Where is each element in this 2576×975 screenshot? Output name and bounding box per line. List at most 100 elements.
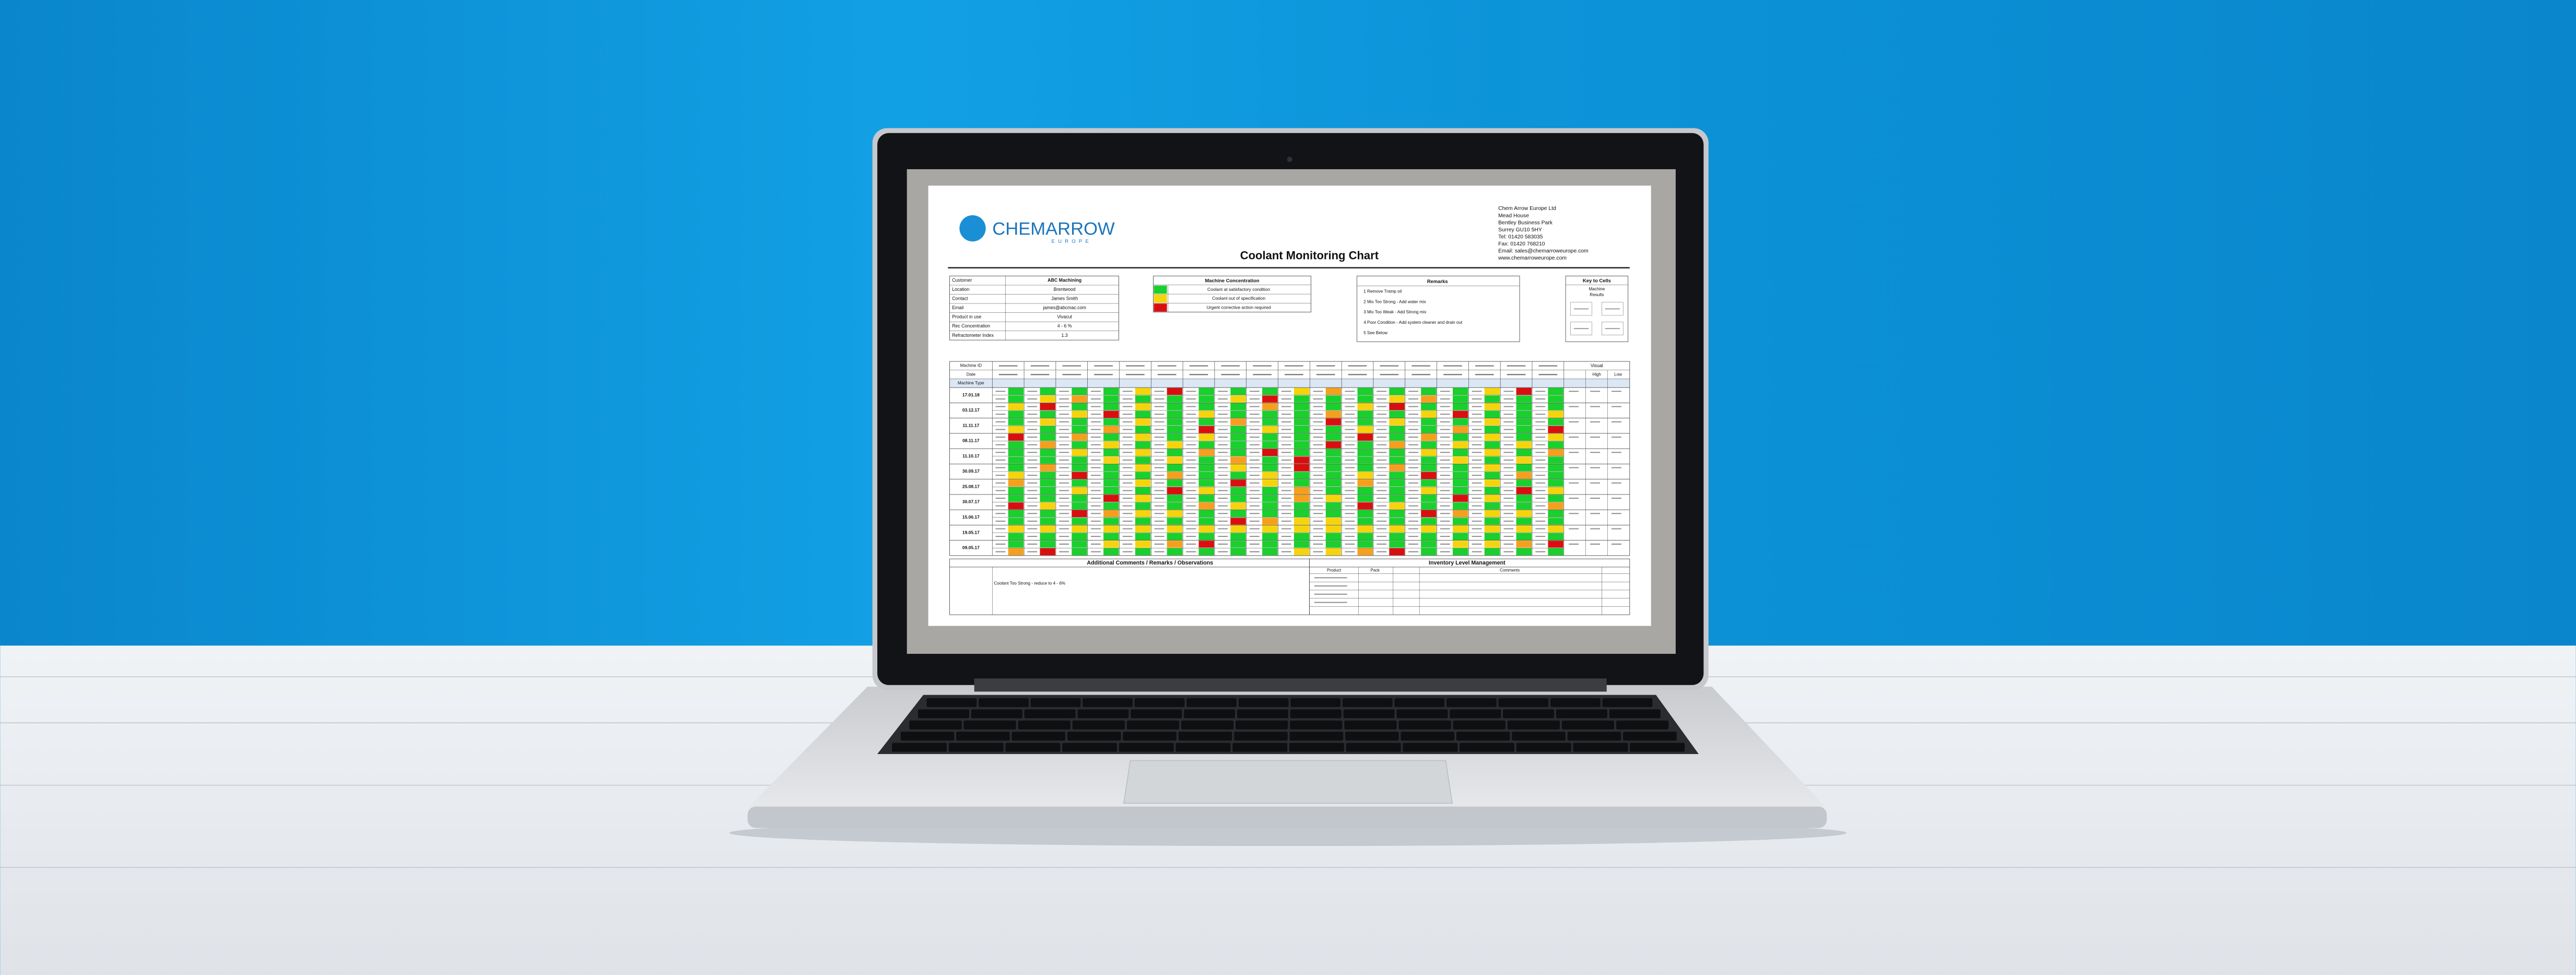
sheet-title: Coolant Monitoring Chart	[1240, 249, 1379, 262]
status-cell	[1293, 387, 1310, 395]
comments-title: Additional Comments / Remarks / Observat…	[1087, 560, 1213, 566]
status-cell	[1484, 518, 1500, 525]
status-cell	[1040, 487, 1055, 495]
status-cell	[1452, 456, 1468, 464]
status-cell	[1040, 472, 1055, 479]
status-cell	[1040, 456, 1055, 464]
status-cell	[1357, 533, 1373, 541]
concentration-row: Coolant at satisfactory condition	[1207, 287, 1271, 292]
status-cell	[1135, 525, 1151, 533]
status-cell	[1103, 518, 1119, 525]
status-cell	[1230, 418, 1246, 426]
status-cell	[1516, 479, 1532, 487]
status-cell	[1103, 495, 1119, 502]
status-cell	[1389, 456, 1405, 464]
status-cell	[1484, 525, 1500, 533]
key-item: Machine	[1589, 287, 1605, 291]
status-cell	[1421, 418, 1437, 426]
status-cell	[1452, 518, 1468, 525]
customer-label: Product in use	[952, 314, 981, 320]
status-cell	[1421, 495, 1437, 502]
key	[909, 720, 962, 730]
key	[1561, 720, 1615, 730]
status-cell	[1484, 395, 1500, 403]
address-line: Mead House	[1498, 213, 1529, 219]
status-cell	[1072, 472, 1087, 479]
status-cell	[1389, 548, 1405, 556]
status-cell	[1103, 456, 1119, 464]
customer-value: 4 - 6 %	[1057, 323, 1072, 328]
table-header: Date	[967, 372, 976, 377]
status-cell	[1357, 464, 1373, 472]
status-cell	[1072, 418, 1087, 426]
status-cell	[1198, 548, 1214, 556]
status-cell	[1230, 479, 1246, 487]
status-cell	[1262, 403, 1278, 410]
status-cell	[1230, 533, 1246, 541]
status-cell	[1389, 418, 1405, 426]
status-cell	[1040, 464, 1055, 472]
status-cell	[1040, 403, 1055, 410]
date: 11.11.17	[962, 422, 979, 428]
key	[1450, 709, 1501, 719]
status-cell	[1103, 533, 1119, 541]
status-cell	[1040, 510, 1055, 518]
status-cell	[1103, 525, 1119, 533]
status-cell	[1357, 502, 1373, 510]
status-cell	[1230, 403, 1246, 410]
status-cell	[1516, 464, 1532, 472]
status-cell	[1072, 426, 1087, 433]
key	[1290, 709, 1342, 719]
status-cell	[1167, 441, 1183, 449]
box	[949, 276, 1119, 340]
status-cell	[1230, 525, 1246, 533]
status-cell	[1452, 441, 1468, 449]
status-cell	[1072, 525, 1087, 533]
status-cell	[1198, 510, 1214, 518]
status-cell	[1072, 502, 1087, 510]
status-cell	[1072, 541, 1087, 548]
status-cell	[1167, 541, 1183, 548]
low-header: Low	[1614, 372, 1622, 377]
status-cell	[1516, 533, 1532, 541]
status-cell	[1293, 403, 1310, 410]
status-cell	[1198, 426, 1214, 433]
customer-label: Email	[952, 305, 963, 310]
status-cell	[1008, 410, 1024, 418]
status-cell	[1421, 472, 1437, 479]
status-cell	[1293, 449, 1310, 456]
status-cell	[1516, 433, 1532, 441]
status-cell	[1135, 395, 1151, 403]
status-cell	[1135, 410, 1151, 418]
status-cell	[1167, 464, 1183, 472]
box	[1309, 558, 1630, 615]
status-cell	[1516, 487, 1532, 495]
status-cell	[1103, 403, 1119, 410]
status-cell	[1357, 541, 1373, 548]
status-cell	[1452, 395, 1468, 403]
status-cell	[1167, 487, 1183, 495]
status-cell	[1516, 449, 1532, 456]
key	[1516, 743, 1571, 752]
status-cell	[1040, 525, 1055, 533]
date: 19.05.17	[962, 530, 980, 535]
status-cell	[1325, 487, 1342, 495]
key	[1234, 732, 1288, 741]
status-cell	[1262, 410, 1278, 418]
status-cell	[1389, 502, 1405, 510]
status-cell	[1040, 479, 1055, 487]
status-cell	[1293, 479, 1310, 487]
status-cell	[1230, 487, 1246, 495]
status-cell	[1230, 395, 1246, 403]
key	[1178, 732, 1232, 741]
status-cell	[1167, 533, 1183, 541]
key-title: Key to Cells	[1583, 277, 1611, 283]
status-cell	[1103, 433, 1119, 441]
status-cell	[1008, 541, 1024, 548]
comment: Coolant Too Strong - reduce to 4 - 6%	[994, 581, 1065, 586]
status-cell	[1325, 456, 1342, 464]
status-cell	[1103, 502, 1119, 510]
status-cell	[1452, 426, 1468, 433]
customer-value: Vivacut	[1057, 314, 1072, 320]
